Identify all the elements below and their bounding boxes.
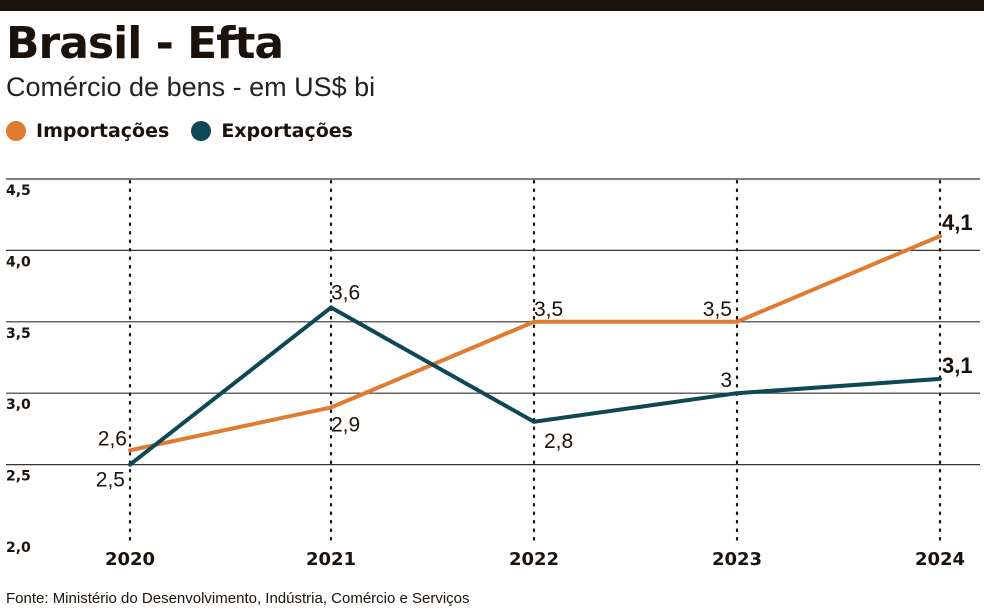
data-point: [128, 448, 132, 453]
data-point: [329, 405, 333, 410]
chart-title: Brasil - Efta: [6, 18, 284, 69]
x-tick-label: 2020: [105, 549, 155, 570]
data-label: 2,5: [96, 469, 125, 492]
legend-label: Importações: [36, 120, 170, 142]
data-label: 3,6: [331, 282, 360, 305]
data-point: [532, 419, 536, 424]
data-label: 3,5: [534, 298, 563, 321]
legend-dot-icon: [6, 121, 26, 141]
y-tick-label: 2,0: [6, 540, 31, 556]
data-label: 3,5: [703, 298, 732, 321]
y-tick-label: 3,5: [6, 326, 31, 342]
data-point: [735, 391, 739, 396]
legend-item-exportacoes: Exportações: [191, 120, 353, 142]
legend-dot-icon: [191, 121, 212, 141]
legend-label: Exportações: [221, 120, 353, 142]
data-label: 2,8: [544, 430, 573, 453]
data-label: 2,9: [331, 413, 360, 436]
data-label: 3,1: [942, 353, 973, 378]
legend-item-importacoes: Importações: [6, 120, 169, 142]
data-point: [329, 305, 333, 310]
data-label: 3: [720, 369, 732, 392]
data-point: [938, 234, 942, 239]
chart-subtitle: Comércio de bens - em US$ bi: [6, 72, 376, 102]
y-tick-label: 2,5: [6, 469, 31, 485]
data-label: 2,6: [98, 427, 127, 450]
x-tick-label: 2023: [712, 549, 762, 570]
y-tick-label: 4,5: [6, 183, 31, 199]
line-chart: 2,0 2,5 3,0 3,5 4,0 4,5 2020 2021 2022 2023 2024 2,…: [6, 178, 980, 570]
data-point: [938, 376, 942, 381]
y-tick-label: 4,0: [6, 254, 31, 270]
x-tick-label: 2022: [509, 549, 559, 570]
top-bar: [0, 0, 984, 11]
data-label: 4,1: [942, 210, 973, 235]
y-tick-label: 3,0: [6, 397, 31, 413]
source-note: Fonte: Ministério do Desenvolvimento, In…: [6, 590, 470, 607]
x-tick-label: 2021: [306, 549, 356, 570]
data-point: [128, 462, 132, 467]
data-point: [532, 319, 536, 324]
legend: Importações Exportações: [6, 120, 375, 142]
x-tick-label: 2024: [915, 549, 965, 570]
data-point: [735, 319, 739, 324]
